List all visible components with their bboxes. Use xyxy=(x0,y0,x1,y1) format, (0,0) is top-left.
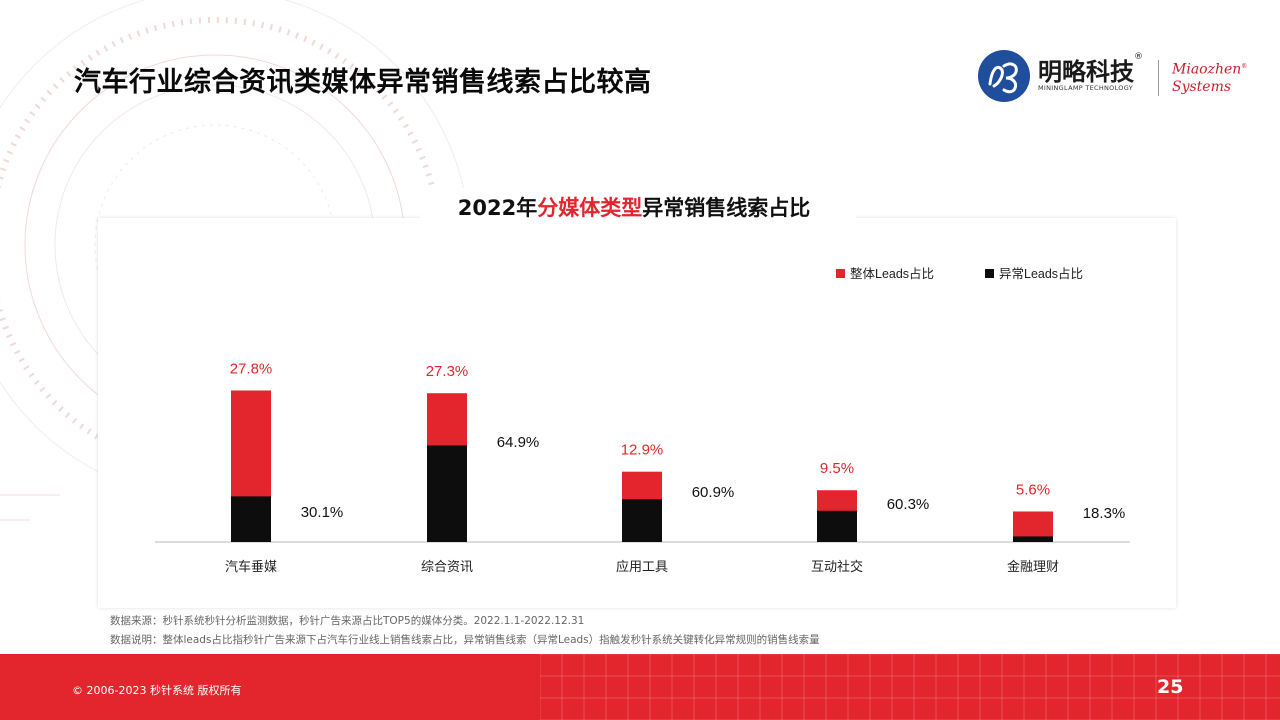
page-number: 25 xyxy=(1157,676,1184,698)
category-label-0: 汽车垂媒 xyxy=(225,559,277,574)
data-source-note: 数据来源：秒针系统秒针分析监测数据，秒针广告来源占比TOP5的媒体分类。2022… xyxy=(110,615,585,627)
copyright-text: © 2006-2023 秒针系统 版权所有 xyxy=(72,684,242,697)
chart-card xyxy=(98,218,1176,608)
legend-label-abnormal: 异常Leads占比 xyxy=(999,266,1083,281)
category-label-3: 互动社交 xyxy=(811,559,863,574)
chart-title-background xyxy=(420,188,856,228)
bar-abnormal-leads-4 xyxy=(1013,536,1053,542)
bar-abnormal-leads-3 xyxy=(817,510,857,542)
mininglamp-logo-icon xyxy=(978,50,1030,102)
legend-swatch-total xyxy=(836,269,845,278)
logo-divider xyxy=(1158,60,1159,96)
footnotes: 数据来源：秒针系统秒针分析监测数据，秒针广告来源占比TOP5的媒体分类。2022… xyxy=(110,612,820,650)
miaozhen-logo: Miaozhen® Systems xyxy=(1172,61,1248,95)
data-label-total-1: 27.3% xyxy=(426,363,469,380)
bar-abnormal-leads-1 xyxy=(427,445,467,542)
legend-label-total: 整体Leads占比 xyxy=(850,266,934,281)
page-title: 汽车行业综合资讯类媒体异常销售线索占比较高 xyxy=(74,67,652,98)
bar-abnormal-leads-0 xyxy=(231,496,271,542)
chart-title: 2022年分媒体类型异常销售线索占比 xyxy=(457,196,811,220)
brand-name-cn: 明略科技® xyxy=(1038,52,1143,86)
data-explanation-note: 数据说明：整体leads占比指秒针广告来源下占汽车行业线上销售线索占比，异常销售… xyxy=(110,634,820,646)
brand-name-en: MININGLAMP TECHNOLOGY xyxy=(1038,84,1133,92)
data-label-abnormal-0: 30.1% xyxy=(301,504,344,521)
category-label-1: 综合资讯 xyxy=(421,559,473,574)
company-logo: 明略科技® MININGLAMP TECHNOLOGY Miaozhen® Sy… xyxy=(976,48,1248,104)
footer-grid-pattern xyxy=(540,654,1280,720)
data-label-total-2: 12.9% xyxy=(621,442,664,459)
data-label-abnormal-3: 60.3% xyxy=(887,496,930,513)
data-label-total-3: 9.5% xyxy=(820,460,854,477)
data-label-abnormal-4: 18.3% xyxy=(1083,505,1126,522)
legend-swatch-abnormal xyxy=(985,269,994,278)
data-label-total-0: 27.8% xyxy=(230,360,273,377)
data-label-total-4: 5.6% xyxy=(1016,481,1050,498)
category-label-4: 金融理财 xyxy=(1007,559,1059,574)
data-label-abnormal-2: 60.9% xyxy=(692,484,735,501)
footer-bar: © 2006-2023 秒针系统 版权所有 25 xyxy=(0,654,1280,720)
bar-abnormal-leads-2 xyxy=(622,499,662,542)
data-label-abnormal-1: 64.9% xyxy=(497,434,540,451)
category-label-2: 应用工具 xyxy=(616,559,668,574)
